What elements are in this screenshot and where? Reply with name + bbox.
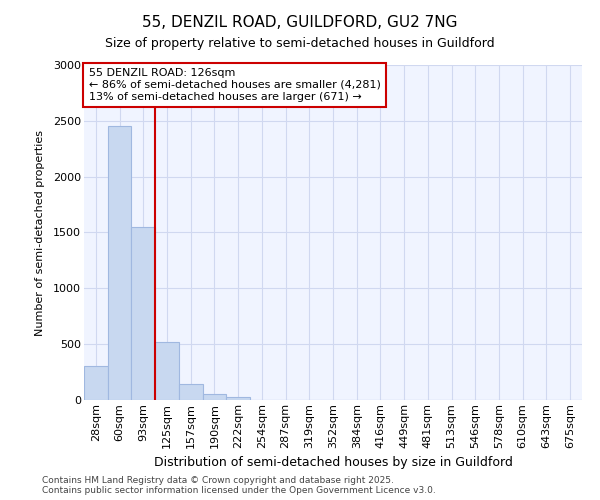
Text: Size of property relative to semi-detached houses in Guildford: Size of property relative to semi-detach… bbox=[105, 38, 495, 51]
Text: 55 DENZIL ROAD: 126sqm
← 86% of semi-detached houses are smaller (4,281)
13% of : 55 DENZIL ROAD: 126sqm ← 86% of semi-det… bbox=[89, 68, 381, 102]
Bar bbox=[203, 394, 226, 400]
Bar bbox=[155, 342, 179, 400]
Y-axis label: Number of semi-detached properties: Number of semi-detached properties bbox=[35, 130, 45, 336]
Bar bbox=[84, 366, 108, 400]
Bar bbox=[226, 396, 250, 400]
Bar bbox=[131, 227, 155, 400]
Text: 55, DENZIL ROAD, GUILDFORD, GU2 7NG: 55, DENZIL ROAD, GUILDFORD, GU2 7NG bbox=[142, 15, 458, 30]
Text: Contains HM Land Registry data © Crown copyright and database right 2025.
Contai: Contains HM Land Registry data © Crown c… bbox=[42, 476, 436, 495]
Bar bbox=[179, 384, 203, 400]
Bar bbox=[108, 126, 131, 400]
X-axis label: Distribution of semi-detached houses by size in Guildford: Distribution of semi-detached houses by … bbox=[154, 456, 512, 469]
